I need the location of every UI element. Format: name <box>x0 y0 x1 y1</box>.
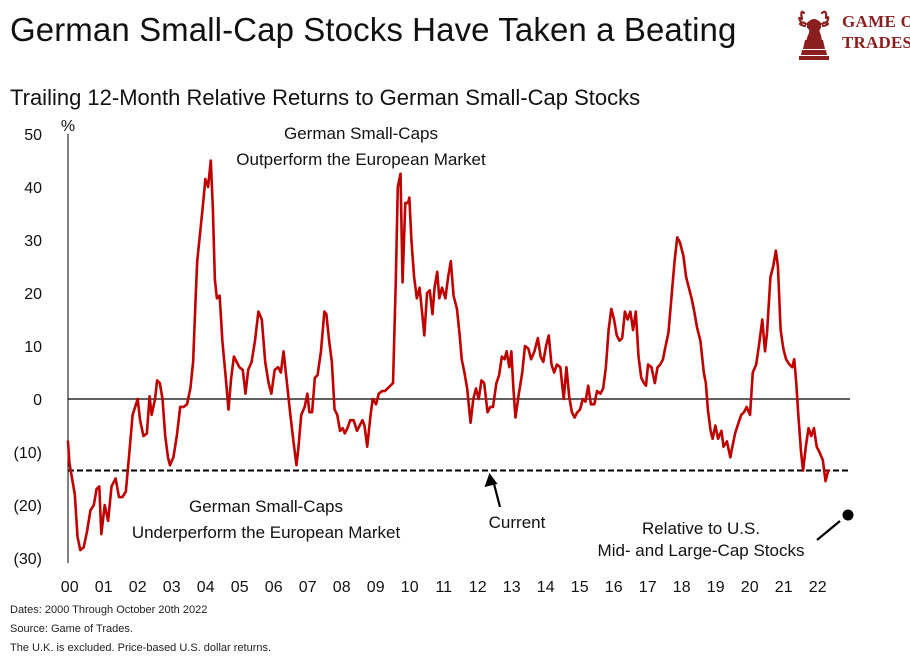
x-tick-label: 18 <box>673 579 691 596</box>
annotation-outperform-line-1: German Small-Caps <box>284 124 438 143</box>
relative-arrow-dot <box>842 509 854 521</box>
brand-line-2: TRADES <box>842 33 910 52</box>
current-arrowhead <box>484 473 498 487</box>
x-tick-label: 10 <box>401 579 419 596</box>
x-tick-label: 08 <box>333 579 351 596</box>
annotation-current: Current <box>489 513 546 532</box>
footer-note: The U.K. is excluded. Price-based U.S. d… <box>10 642 272 654</box>
x-tick-label: 04 <box>197 579 215 596</box>
y-tick-label: 10 <box>24 339 42 356</box>
x-tick-label: 11 <box>435 579 452 596</box>
y-tick-label: (20) <box>14 498 42 515</box>
x-tick-label: 09 <box>367 579 385 596</box>
brand-logo: GAME OF TRADES <box>791 6 910 68</box>
chart-footer: Dates: 2000 Through October 20th 2022 So… <box>10 601 271 658</box>
series-line <box>66 159 830 552</box>
x-tick-label: 12 <box>469 579 487 596</box>
x-tick-label: 00 <box>61 579 79 596</box>
x-tick-label: 16 <box>605 579 623 596</box>
y-tick-label: 40 <box>24 180 42 197</box>
chart-subtitle: Trailing 12-Month Relative Returns to Ge… <box>10 85 641 110</box>
x-tick-label: 07 <box>299 579 317 596</box>
chart-title: German Small-Cap Stocks Have Taken a Bea… <box>10 11 737 48</box>
x-tick-label: 01 <box>95 579 113 596</box>
brand-wordmark: GAME OF TRADES <box>842 12 910 52</box>
annotation-underperform-line-1: German Small-Caps <box>189 497 343 516</box>
relative-arrow-shaft <box>816 520 841 541</box>
y-tick-label: 30 <box>24 233 42 250</box>
x-tick-label: 19 <box>707 579 725 596</box>
footer-dates: Dates: 2000 Through October 20th 2022 <box>10 604 208 616</box>
y-tick-label: 0 <box>33 392 42 409</box>
annotation-outperform-line-2: Outperform the European Market <box>236 150 486 169</box>
annotation-relative-line-2: Mid- and Large-Cap Stocks <box>598 541 805 560</box>
x-tick-label: 20 <box>741 579 759 596</box>
x-tick-label: 05 <box>231 579 249 596</box>
x-tick-label: 22 <box>809 579 827 596</box>
x-tick-label: 03 <box>163 579 181 596</box>
x-tick-label: 02 <box>129 579 147 596</box>
y-tick-label: (10) <box>14 445 42 462</box>
y-tick-label: 20 <box>24 286 42 303</box>
x-tick-labels: 00 01 02 03 04 05 06 07 08 09 10 11 12 13 14 15 16 17 18 19… <box>61 579 827 596</box>
footer-source: Source: Game of Trades. <box>10 623 133 635</box>
annotation-underperform-line-2: Underperform the European Market <box>132 523 401 542</box>
annotation-relative-line-1: Relative to U.S. <box>642 519 760 538</box>
y-tick-label: (30) <box>14 551 42 568</box>
x-tick-label: 06 <box>265 579 283 596</box>
y-axis-unit-label: % <box>61 118 75 135</box>
x-tick-label: 17 <box>639 579 657 596</box>
brand-line-1: GAME OF <box>842 12 910 31</box>
y-tick-labels: 50 40 30 20 10 0 (10) (20) (30) <box>14 127 43 568</box>
y-tick-label: 50 <box>24 127 42 144</box>
x-tick-label: 14 <box>537 579 555 596</box>
x-tick-label: 13 <box>503 579 521 596</box>
x-tick-label: 21 <box>775 579 793 596</box>
knight-chess-icon <box>798 10 830 60</box>
x-tick-label: 15 <box>571 579 589 596</box>
line-chart: % 50 40 30 20 10 0 (10) (20) (30) 00 01 02 03 04 05 06… <box>14 118 854 596</box>
